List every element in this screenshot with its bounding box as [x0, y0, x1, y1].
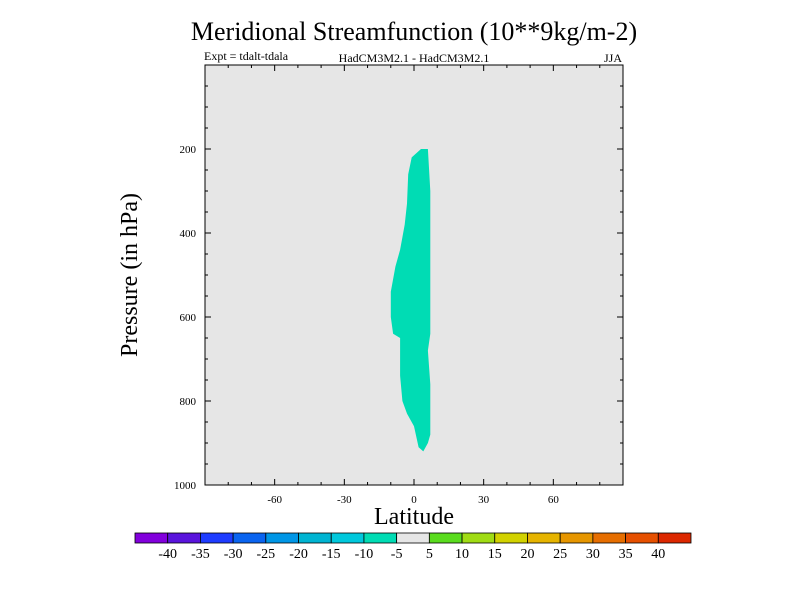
colorbar-swatch [167, 532, 201, 544]
colorbar-swatch [428, 532, 463, 544]
colorbar: -40 -35 -30 -25 -20 -15 -10 -5 5 10 15 20 25 30 35 40 [134, 532, 692, 562]
colorbar-label: -10 [355, 547, 374, 562]
y-tick-label: 800 [180, 396, 197, 408]
x-tick-label: -60 [267, 494, 282, 506]
colorbar-label: -30 [224, 547, 243, 562]
colorbar-swatch [265, 532, 299, 544]
colorbar-label: -15 [322, 547, 341, 562]
colorbar-label: 25 [553, 547, 567, 562]
y-tick-label: 200 [180, 144, 197, 156]
chart-title: Meridional Streamfunction (10**9kg/m-2) [191, 17, 637, 46]
x-tick-label: 0 [411, 494, 417, 506]
colorbar-swatch [592, 532, 626, 544]
colorbar-swatch [461, 532, 496, 544]
colorbar-label: -35 [191, 547, 210, 562]
colorbar-swatch [298, 532, 332, 544]
subtitle-season: JJA [604, 51, 622, 65]
colorbar-swatch [232, 532, 267, 544]
colorbar-swatch [527, 532, 561, 544]
subtitle-experiment: Expt = tdalt-tdala [204, 49, 289, 63]
x-axis-title: Latitude [374, 504, 454, 530]
colorbar-label: 10 [455, 547, 469, 562]
colorbar-label: 30 [586, 547, 600, 562]
colorbar-swatch [330, 532, 365, 544]
colorbar-swatch [363, 532, 398, 544]
x-axis: -60 -30 0 30 60 [204, 65, 624, 506]
colorbar-label: 35 [619, 547, 633, 562]
colorbar-label: 15 [488, 547, 502, 562]
y-axis-title: Pressure (in hPa) [117, 193, 143, 357]
colorbar-swatch [200, 532, 234, 544]
x-tick-label: -30 [337, 494, 352, 506]
y-tick-label: 600 [180, 312, 197, 324]
colorbar-swatch [396, 532, 430, 544]
y-axis: 200 400 600 800 1000 [174, 64, 623, 492]
colorbar-label: 20 [520, 547, 534, 562]
x-tick-label: 30 [478, 494, 490, 506]
y-tick-label: 400 [180, 228, 197, 240]
colorbar-label: -25 [256, 547, 275, 562]
y-tick-label: 1000 [174, 480, 197, 492]
x-tick-label: 60 [548, 494, 560, 506]
colorbar-swatch [134, 532, 169, 544]
subtitle-models: HadCM3M2.1 - HadCM3M2.1 [339, 51, 490, 65]
colorbar-label: -40 [158, 547, 177, 562]
colorbar-swatch [494, 532, 528, 544]
colorbar-label: 40 [651, 547, 665, 562]
colorbar-label: -20 [289, 547, 308, 562]
colorbar-swatch [559, 532, 594, 544]
colorbar-swatch [625, 532, 659, 544]
colorbar-swatch [657, 532, 692, 544]
colorbar-label: -5 [391, 547, 403, 562]
colorbar-label: 5 [426, 547, 433, 562]
contour-region-negative [390, 149, 431, 452]
